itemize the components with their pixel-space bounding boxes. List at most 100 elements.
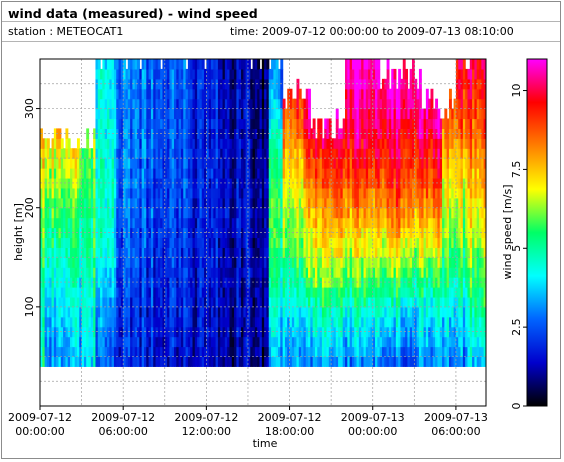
heatmap-cell [234, 296, 237, 308]
heatmap-cell [289, 148, 293, 159]
heatmap-cell [395, 257, 399, 268]
heatmap-cell [412, 336, 415, 348]
heatmap-cell [347, 346, 351, 358]
heatmap-cell [278, 227, 281, 239]
heatmap-cell [370, 98, 374, 110]
heatmap-cell [356, 316, 360, 328]
heatmap-cell [229, 187, 233, 199]
heatmap-cell [104, 257, 108, 268]
heatmap-cell [102, 168, 106, 179]
heatmap-cell [192, 257, 196, 268]
heatmap-cell [245, 197, 249, 209]
heatmap-cell [100, 287, 103, 298]
heatmap-cell [234, 287, 237, 298]
heatmap-cell [372, 326, 376, 338]
heatmap-cell [250, 177, 254, 189]
heatmap-cell [187, 267, 191, 278]
heatmap-cell [60, 138, 64, 149]
heatmap-cell [127, 287, 131, 298]
heatmap-cell [345, 227, 348, 239]
heatmap-cell [169, 277, 173, 288]
heatmap-cell [164, 336, 168, 348]
heatmap-cell [67, 138, 71, 149]
heatmap-cell [284, 227, 288, 239]
heatmap-cell [430, 227, 434, 239]
heatmap-cell [345, 138, 348, 149]
heatmap-cell [412, 168, 415, 179]
heatmap-cell [409, 277, 413, 288]
heatmap-cell [421, 138, 425, 149]
heatmap-cell [243, 257, 247, 268]
heatmap-cell [245, 217, 249, 229]
heatmap-cell [72, 158, 76, 169]
heatmap-cell [405, 326, 408, 338]
heatmap-cell [169, 326, 173, 338]
heatmap-cell [271, 316, 274, 328]
heatmap-cell [137, 177, 140, 189]
heatmap-cell [421, 247, 425, 258]
heatmap-cell [127, 257, 131, 268]
heatmap-cell [241, 237, 244, 248]
heatmap-cell [162, 237, 166, 248]
heatmap-cell [347, 336, 351, 348]
heatmap-cell [120, 356, 124, 367]
heatmap-cell [317, 267, 321, 278]
heatmap-cell [234, 197, 237, 209]
heatmap-cell [356, 197, 360, 209]
heatmap-cell [347, 247, 351, 258]
heatmap-cell [351, 187, 355, 199]
heatmap-cell [418, 267, 422, 278]
heatmap-cell [162, 247, 166, 258]
heatmap-cell [153, 59, 157, 70]
heatmap-cell [113, 138, 117, 149]
heatmap-cell [338, 148, 341, 159]
heatmap-cell [208, 168, 212, 179]
heatmap-cell [298, 336, 302, 348]
heatmap-cell [363, 98, 367, 110]
heatmap-cell [199, 247, 203, 258]
heatmap-cell [347, 207, 351, 219]
heatmap-cell [217, 237, 221, 248]
heatmap-cell [421, 177, 425, 189]
heatmap-cell [46, 296, 50, 308]
heatmap-cell [351, 197, 355, 209]
heatmap-cell [289, 277, 293, 288]
heatmap-cell [146, 356, 150, 367]
heatmap-cell [321, 207, 325, 219]
heatmap-cell [86, 267, 90, 278]
heatmap-cell [141, 59, 145, 70]
heatmap-cell [49, 158, 53, 169]
heatmap-cell [414, 267, 418, 278]
heatmap-cell [199, 138, 203, 149]
heatmap-cell [349, 118, 353, 129]
heatmap-cell [423, 267, 427, 278]
heatmap-cell [368, 217, 372, 229]
heatmap-cell [368, 98, 372, 110]
heatmap-cell [289, 138, 293, 149]
heatmap-cell [220, 346, 224, 358]
heatmap-cell [95, 247, 99, 258]
heatmap-cell [266, 98, 270, 110]
heatmap-cell [435, 336, 439, 348]
heatmap-cell [345, 68, 348, 80]
heatmap-cell [231, 68, 235, 80]
heatmap-cell [116, 237, 120, 248]
heatmap-cell [174, 138, 177, 149]
heatmap-cell [428, 98, 432, 110]
heatmap-cell [76, 316, 80, 328]
heatmap-cell [381, 296, 385, 308]
heatmap-cell [356, 296, 360, 308]
heatmap-cell [278, 177, 281, 189]
heatmap-cell [194, 98, 198, 110]
heatmap-cell [132, 316, 136, 328]
heatmap-cell [393, 227, 397, 239]
heatmap-cell [194, 247, 198, 258]
heatmap-cell [301, 356, 305, 367]
heatmap-cell [107, 68, 110, 80]
heatmap-cell [97, 59, 101, 70]
heatmap-cell [215, 197, 219, 209]
heatmap-cell [118, 346, 122, 358]
heatmap-cell [197, 316, 201, 328]
heatmap-cell [317, 356, 321, 367]
heatmap-cell [164, 187, 168, 199]
